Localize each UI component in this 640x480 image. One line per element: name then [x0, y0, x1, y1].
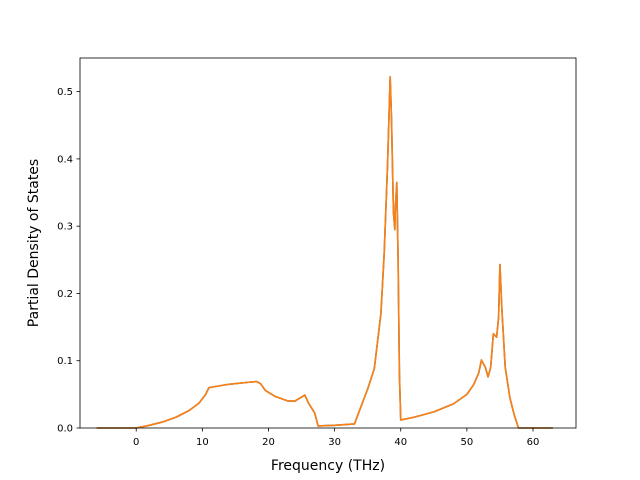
x-tick-label: 50: [461, 437, 474, 448]
x-axis-title: Frequency (THz): [271, 458, 385, 474]
x-tick-label: 60: [527, 437, 540, 448]
y-axis-title: Partial Density of States: [26, 159, 42, 327]
plot-frame: [79, 57, 577, 429]
series-line-1: [96, 76, 553, 429]
series-layer: [96, 76, 553, 429]
y-tick-label: 0.4: [57, 154, 73, 165]
y-tick-label: 0.0: [57, 424, 73, 435]
plot-area: [80, 58, 576, 428]
y-tick-label: 0.2: [57, 289, 73, 300]
x-tick-label: 20: [262, 437, 275, 448]
y-tick-label: 0.3: [57, 222, 73, 233]
ticks-layer: 0 10 20 30 40 50 60 0.0 0.1 0.2 0.3 0.4 0.5: [57, 87, 539, 448]
y-tick-label: 0.1: [57, 356, 73, 367]
x-tick-label: 10: [196, 437, 209, 448]
y-tick-label: 0.5: [57, 87, 73, 98]
x-tick-label: 40: [394, 437, 407, 448]
x-tick-label: 30: [328, 437, 341, 448]
x-tick-label: 0: [133, 437, 139, 448]
